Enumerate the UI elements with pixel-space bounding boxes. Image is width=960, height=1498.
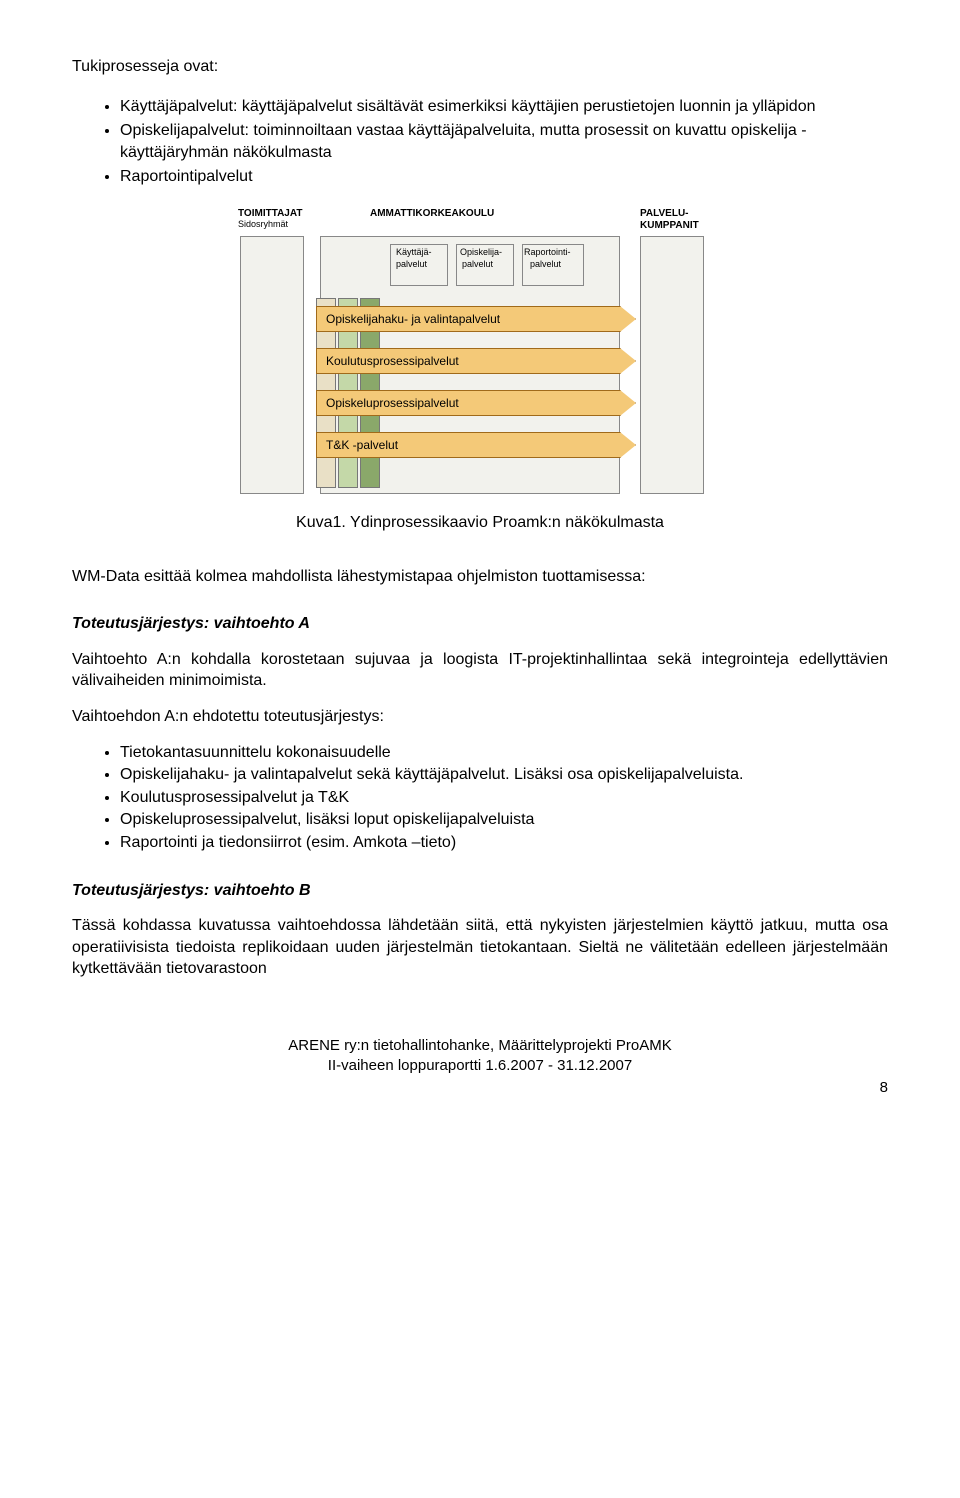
lbl-opisk-1: Opiskelija- [460, 248, 502, 258]
arrow-band-3: Opiskeluprosessipalvelut [316, 390, 636, 416]
label-sidos: Sidosryhmät [238, 220, 288, 230]
lbl-rap-1: Raportointi- [524, 248, 571, 258]
para-b: Tässä kohdassa kuvatussa vaihtoehdossa l… [72, 915, 888, 980]
arrow-band-1: Opiskelijahaku- ja valintapalvelut [316, 306, 636, 332]
list-item: Tietokantasuunnittelu kokonaisuudelle [120, 742, 888, 764]
footer-line-1: ARENE ry:n tietohallintohanke, Määrittel… [72, 1036, 888, 1056]
col-box-palvelu [640, 236, 704, 494]
list-item: Koulutusprosessipalvelut ja T&K [120, 787, 888, 809]
section-a-heading: Toteutusjärjestys: vaihtoehto A [72, 613, 888, 635]
option-a-list: Tietokantasuunnittelu kokonaisuudelle Op… [72, 742, 888, 854]
col-box-sidos [240, 236, 304, 494]
page-footer: ARENE ry:n tietohallintohanke, Määrittel… [72, 1036, 888, 1077]
lbl-rap-2: palvelut [530, 260, 561, 270]
arrow-label: Opiskeluprosessipalvelut [326, 395, 459, 411]
wm-paragraph: WM-Data esittää kolmea mahdollista lähes… [72, 566, 888, 588]
para-a1: Vaihtoehto A:n kohdalla korostetaan suju… [72, 649, 888, 692]
list-item: Raportointipalvelut [120, 166, 888, 188]
diagram-caption: Kuva1. Ydinprosessikaavio Proamk:n näkök… [72, 512, 888, 534]
diagram-container: TOIMITTAJAT Sidosryhmät AMMATTIKORKEAKOU… [220, 206, 740, 506]
list-item: Käyttäjäpalvelut: käyttäjäpalvelut sisäl… [120, 96, 888, 118]
page-number: 8 [72, 1078, 888, 1098]
label-amk: AMMATTIKORKEAKOULU [370, 208, 494, 219]
list-item: Opiskelijapalvelut: toiminnoiltaan vasta… [120, 120, 888, 163]
list-item: Raportointi ja tiedonsiirrot (esim. Amko… [120, 832, 888, 854]
list-item: Opiskelijahaku- ja valintapalvelut sekä … [120, 764, 888, 786]
arrow-band-4: T&K -palvelut [316, 432, 636, 458]
label-toimittajat: TOIMITTAJAT [238, 208, 302, 219]
lbl-kayttaja-1: Käyttäjä- [396, 248, 432, 258]
section-b-heading: Toteutusjärjestys: vaihtoehto B [72, 880, 888, 902]
lbl-opisk-2: palvelut [462, 260, 493, 270]
lbl-kayttaja-2: palvelut [396, 260, 427, 270]
para-a2: Vaihtoehdon A:n ehdotettu toteutusjärjes… [72, 706, 888, 728]
footer-line-2: II-vaiheen loppuraportti 1.6.2007 - 31.1… [72, 1056, 888, 1076]
arrow-label: T&K -palvelut [326, 437, 398, 453]
list-item: Opiskeluprosessipalvelut, lisäksi loput … [120, 809, 888, 831]
label-palvelu-1: PALVELU- [640, 208, 689, 219]
arrow-label: Opiskelijahaku- ja valintapalvelut [326, 311, 500, 327]
intro-paragraph: Tukiprosesseja ovat: [72, 56, 888, 78]
arrow-label: Koulutusprosessipalvelut [326, 353, 459, 369]
process-diagram: TOIMITTAJAT Sidosryhmät AMMATTIKORKEAKOU… [220, 206, 740, 506]
label-palvelu-2: KUMPPANIT [640, 220, 699, 231]
arrow-band-2: Koulutusprosessipalvelut [316, 348, 636, 374]
support-process-list: Käyttäjäpalvelut: käyttäjäpalvelut sisäl… [72, 96, 888, 188]
